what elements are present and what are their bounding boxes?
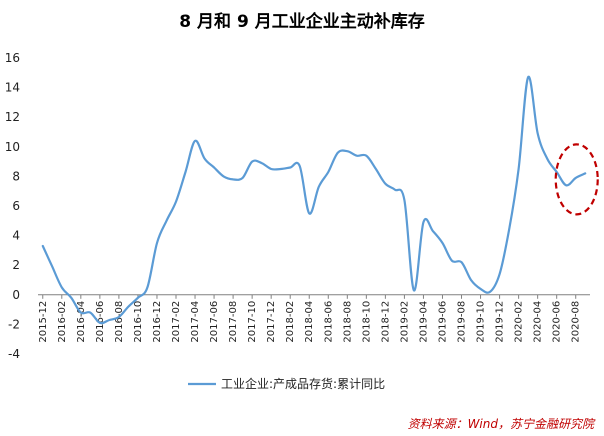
x-tick-label: 2018-12	[380, 301, 391, 343]
x-tick-label: 2018-02	[285, 301, 296, 343]
y-tick-label: -4	[8, 347, 20, 361]
x-tick-label: 2019-04	[418, 301, 429, 343]
x-tick-label: 2016-04	[76, 301, 87, 343]
x-tick-label: 2020-06	[552, 301, 563, 343]
series-line	[41, 76, 587, 325]
x-tick-label: 2016-10	[133, 301, 144, 343]
chart-title: 8 月和 9 月工业企业主动补库存	[179, 11, 424, 32]
y-axis: -4 -2 0 2 4 6 8 10 12 14 16	[5, 51, 20, 361]
y-tick-label: 10	[5, 140, 20, 154]
x-tick-label: 2018-08	[342, 301, 353, 343]
x-tick-label: 2015-12	[38, 301, 49, 343]
source-note: 资料来源：Wind，苏宁金融研究院	[408, 417, 596, 431]
x-tick-label: 2019-06	[437, 301, 448, 343]
y-tick-label: 16	[5, 51, 20, 65]
y-tick-label: 4	[12, 229, 20, 243]
y-tick-label: 12	[5, 110, 20, 124]
x-tick-label: 2017-04	[190, 301, 201, 343]
x-axis-ticks: 2015-12 2016-02 2016-04 2016-06 2016-08 2016-…	[38, 294, 582, 343]
x-tick-label: 2019-12	[495, 301, 506, 343]
x-tick-label: 2016-06	[95, 301, 106, 343]
y-tick-label: 8	[12, 169, 20, 183]
x-tick-label: 2020-02	[514, 301, 525, 343]
y-tick-label: 14	[5, 81, 20, 95]
x-tick-label: 2018-04	[304, 301, 315, 343]
x-tick-label: 2017-06	[209, 301, 220, 343]
x-tick-label: 2017-10	[247, 301, 258, 343]
x-tick-label: 2019-10	[476, 301, 487, 343]
x-tick-label: 2016-02	[57, 301, 68, 343]
x-tick-label: 2018-10	[361, 301, 372, 343]
x-tick-label: 2020-04	[533, 301, 544, 343]
x-tick-label: 2017-08	[228, 301, 239, 343]
y-tick-label: 0	[12, 288, 20, 302]
y-tick-label: 2	[12, 258, 20, 272]
x-tick-label: 2019-02	[399, 301, 410, 343]
highlight-ellipse	[554, 143, 599, 216]
x-tick-label: 2020-08	[571, 301, 582, 343]
x-tick-label: 2017-02	[171, 301, 182, 343]
x-tick-label: 2016-08	[114, 301, 125, 343]
x-tick-label: 2018-06	[323, 301, 334, 343]
legend: 工业企业:产成品存货:累计同比	[188, 376, 385, 391]
x-tick-label: 2016-12	[152, 301, 163, 343]
x-tick-label: 2017-12	[266, 301, 277, 343]
y-tick-label: 6	[12, 199, 20, 213]
y-tick-label: -2	[8, 317, 20, 331]
x-tick-label: 2019-08	[457, 301, 468, 343]
legend-label: 工业企业:产成品存货:累计同比	[221, 376, 385, 391]
